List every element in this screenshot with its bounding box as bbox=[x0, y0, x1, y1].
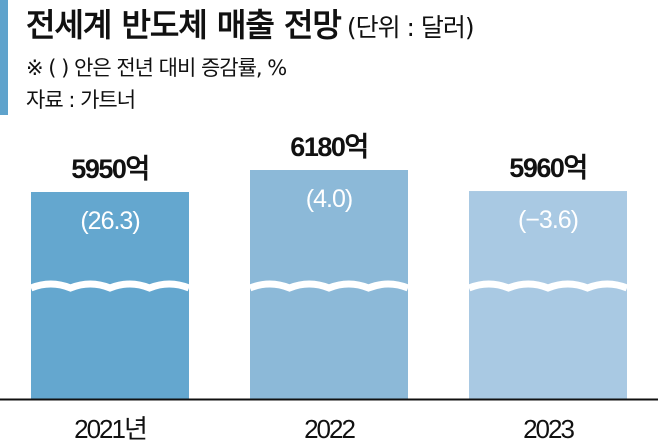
title-text: 전세계 반도체 매출 전망 bbox=[26, 6, 342, 44]
unit-text: (단위 : 달러) bbox=[346, 13, 475, 42]
axis-break-wave bbox=[29, 280, 191, 292]
note-text: ※ ( ) 안은 전년 대비 증감률, % bbox=[26, 56, 287, 80]
source-text: 자료 : 가트너 bbox=[26, 88, 136, 112]
chart-title: 전세계 반도체 매출 전망 (단위 : 달러) bbox=[26, 0, 475, 46]
growth-label: (−3.6) bbox=[518, 206, 578, 234]
bar bbox=[31, 192, 189, 399]
growth-label: (26.3) bbox=[80, 207, 139, 235]
x-tick-label: 2022 bbox=[304, 414, 355, 444]
axis-break-wave bbox=[467, 280, 629, 292]
value-label: 6180억 bbox=[290, 132, 367, 162]
axis-break-wave bbox=[248, 280, 410, 292]
growth-label: (4.0) bbox=[306, 185, 352, 213]
x-tick-label: 2023 bbox=[523, 414, 574, 444]
value-label: 5960억 bbox=[509, 153, 586, 183]
bar bbox=[469, 191, 627, 399]
accent-bar bbox=[0, 0, 8, 115]
x-tick-label: 2021년 bbox=[74, 414, 146, 444]
value-label: 5950억 bbox=[71, 154, 148, 184]
